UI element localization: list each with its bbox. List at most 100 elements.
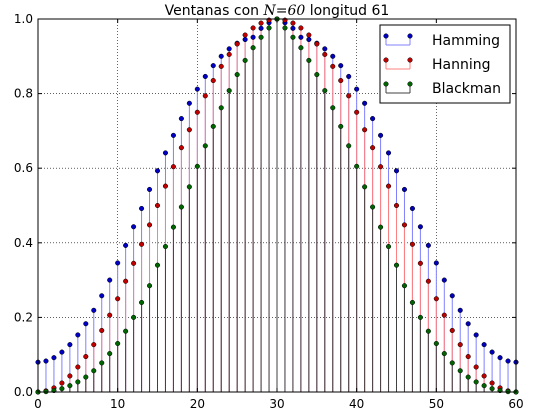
marker-blackman-3 [59,386,65,392]
marker-hamming-16 [162,150,169,156]
marker-blackman-50 [433,340,439,347]
marker-hamming-20 [194,86,200,92]
marker-hanning-36 [322,51,328,57]
marker-hamming-4 [67,342,73,348]
plot-frame [37,18,517,393]
marker-blackman-28 [258,34,264,40]
marker-hamming-2 [51,355,57,361]
marker-blackman-24 [226,88,232,94]
marker-blackman-38 [338,123,344,129]
marker-hamming-57 [489,349,495,355]
marker-hanning-33 [298,25,304,31]
marker-hamming-27 [250,34,256,40]
marker-blackman-53 [457,368,463,374]
marker-hamming-48 [417,224,423,230]
marker-hanning-39 [346,93,352,99]
marker-hanning-45 [393,202,400,209]
marker-blackman-54 [465,374,471,380]
marker-blackman-37 [330,105,336,111]
marker-blackman-41 [362,184,368,190]
legend-marker-right-blackman [407,81,413,87]
x-tick-label-1: 10 [110,397,125,411]
marker-hanning-7 [91,342,97,348]
marker-blackman-35 [314,72,320,78]
marker-hamming-41 [362,100,368,106]
marker-hamming-8 [99,293,105,299]
marker-hanning-34 [306,32,312,38]
marker-blackman-39 [346,143,352,149]
marker-hamming-32 [290,25,296,31]
marker-hamming-44 [385,150,392,156]
marker-hamming-22 [210,63,216,69]
marker-blackman-6 [83,374,89,380]
marker-hanning-28 [258,20,264,26]
marker-hanning-3 [59,380,65,386]
marker-blackman-55 [473,379,479,385]
marker-hamming-24 [226,46,232,52]
marker-hamming-28 [258,25,264,31]
x-tick-label-6: 60 [508,397,523,411]
marker-blackman-18 [178,204,184,210]
marker-hamming-18 [178,116,184,122]
marker-hanning-19 [186,127,192,133]
marker-hanning-57 [489,380,495,386]
marker-hamming-40 [354,86,360,92]
marker-hamming-39 [346,73,352,79]
marker-hanning-27 [250,25,256,31]
marker-hamming-9 [107,277,113,283]
legend-marker-right-hanning [407,57,413,63]
marker-hanning-38 [338,77,344,84]
marker-hamming-42 [370,116,376,122]
chart-title-math-var: N [262,3,276,19]
marker-blackman-42 [370,204,376,210]
marker-blackman-34 [306,57,312,63]
legend-marker-left-blackman [383,81,389,87]
marker-blackman-15 [154,262,161,268]
marker-hanning-12 [131,260,137,266]
marker-hanning-5 [75,364,81,370]
marker-blackman-47 [409,299,415,306]
marker-hanning-52 [449,327,455,334]
marker-blackman-46 [401,283,408,289]
marker-hanning-44 [385,183,392,189]
marker-hanning-15 [154,202,161,209]
marker-hanning-21 [202,93,208,99]
marker-blackman-10 [115,340,121,347]
y-tick-label-4: 0.8 [14,87,33,101]
marker-hanning-46 [401,222,408,228]
marker-blackman-51 [441,351,447,357]
legend-label-hanning: Hanning [432,57,491,73]
marker-blackman-9 [107,351,113,357]
legend-marker-left-hanning [383,57,389,63]
marker-blackman-49 [425,328,431,334]
marker-hanning-18 [178,145,184,151]
legend-box [379,24,511,104]
marker-hanning-9 [107,312,113,318]
marker-hamming-37 [330,53,336,59]
marker-blackman-31 [282,25,288,31]
marker-blackman-25 [234,72,240,78]
marker-hamming-7 [91,307,97,313]
marker-blackman-29 [266,25,272,31]
marker-hanning-6 [83,354,89,360]
marker-hamming-19 [186,100,192,106]
marker-hanning-17 [170,164,176,170]
marker-hamming-59 [505,358,511,364]
marker-hanning-4 [67,373,73,379]
axis-ticks: 0 10 20 30 40 50 60 0.0 0.2 0.4 0.6 0.8 1.0 [14,12,524,411]
stem-markers [35,16,519,395]
marker-blackman-14 [146,283,153,289]
marker-hamming-55 [473,332,479,338]
marker-hamming-54 [465,321,471,327]
marker-hamming-51 [441,277,447,283]
marker-hanning-42 [370,145,376,151]
marker-hamming-52 [449,293,455,299]
marker-hanning-43 [378,164,384,170]
chart-title: Ventanas con N=60 longitud 61 [165,3,390,19]
marker-blackman-57 [489,386,495,392]
marker-hanning-55 [473,364,479,370]
legend: Hamming Hanning Blackman [379,24,511,104]
marker-blackman-36 [322,88,328,94]
marker-hanning-22 [210,77,216,84]
